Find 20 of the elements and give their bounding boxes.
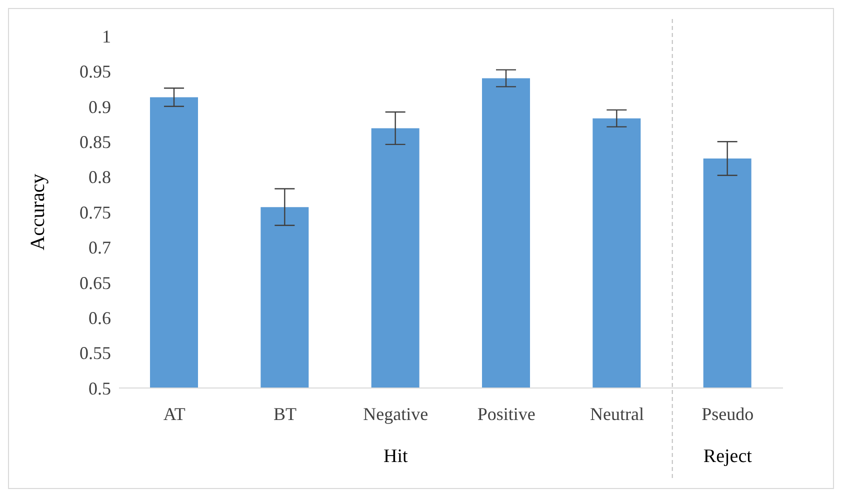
y-tick-label: 0.95 — [80, 62, 111, 82]
y-tick-label: 0.8 — [88, 167, 111, 188]
y-tick-label: 0.55 — [80, 343, 111, 364]
y-tick-label: 0.6 — [88, 308, 111, 328]
y-tick-label: 0.7 — [88, 238, 111, 258]
x-tick-label: Neutral — [590, 404, 644, 424]
x-tick-label: Positive — [477, 404, 536, 424]
y-tick-label: 0.5 — [88, 378, 111, 398]
y-tick-label: 1 — [102, 26, 111, 46]
x-tick-label: Negative — [363, 404, 428, 424]
y-axis-title: Accuracy — [27, 174, 50, 250]
x-tick-label: AT — [163, 404, 186, 424]
y-tick-label: 0.65 — [80, 272, 111, 293]
x-tick-label: BT — [273, 404, 297, 424]
text: Hit — [384, 446, 409, 467]
y-tick-label: 0.75 — [80, 202, 111, 222]
y-tick-label: 0.9 — [88, 96, 111, 117]
text: Reject — [703, 446, 753, 467]
y-tick-label: 0.85 — [80, 132, 111, 152]
x-tick-label: Pseudo — [702, 404, 754, 424]
